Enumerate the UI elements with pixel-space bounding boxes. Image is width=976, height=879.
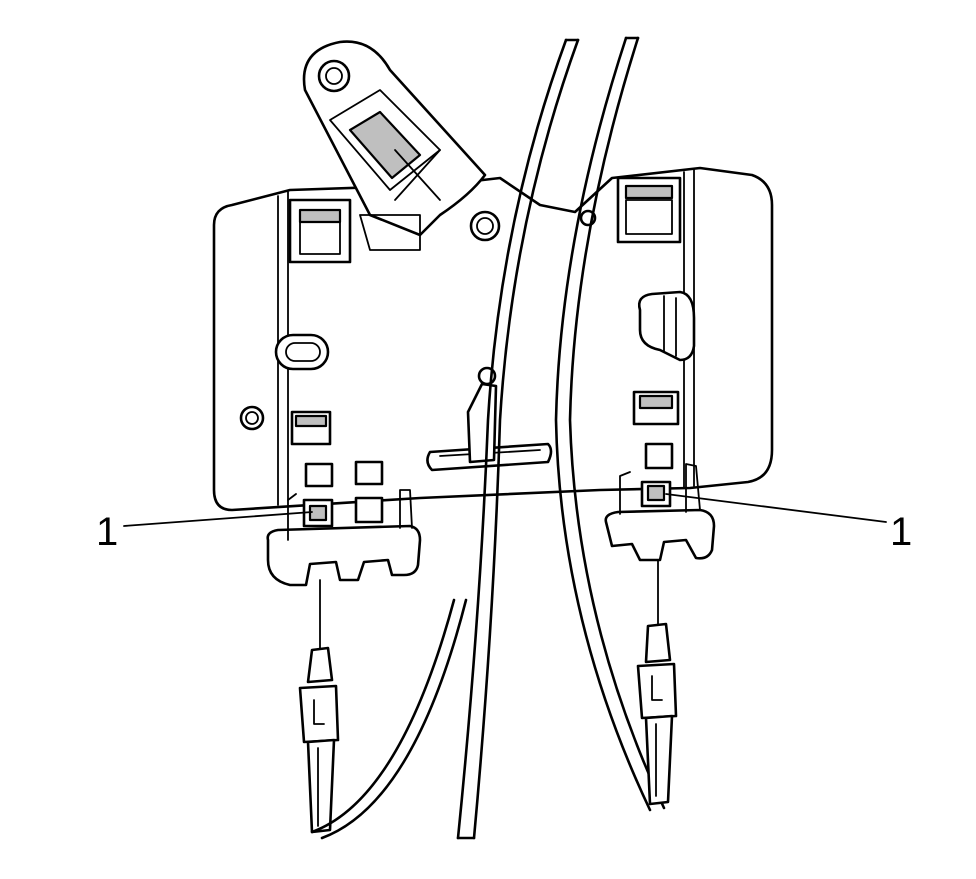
latch-lever-arm — [302, 40, 487, 251]
callout-label: 1 — [96, 510, 118, 554]
right-switch-connector — [604, 463, 716, 562]
release-cable-left — [456, 38, 580, 840]
callout-1-left: 1 — [96, 510, 313, 554]
left-wire-and-terminal — [298, 579, 468, 840]
release-cable-right — [554, 36, 666, 812]
callout-label: 1 — [890, 510, 912, 554]
left-flange-details — [288, 198, 384, 528]
left-switch-connector — [266, 489, 422, 587]
center-bracket — [426, 382, 553, 472]
right-wire-and-terminal — [636, 559, 678, 806]
callout-1-right: 1 — [665, 493, 912, 554]
